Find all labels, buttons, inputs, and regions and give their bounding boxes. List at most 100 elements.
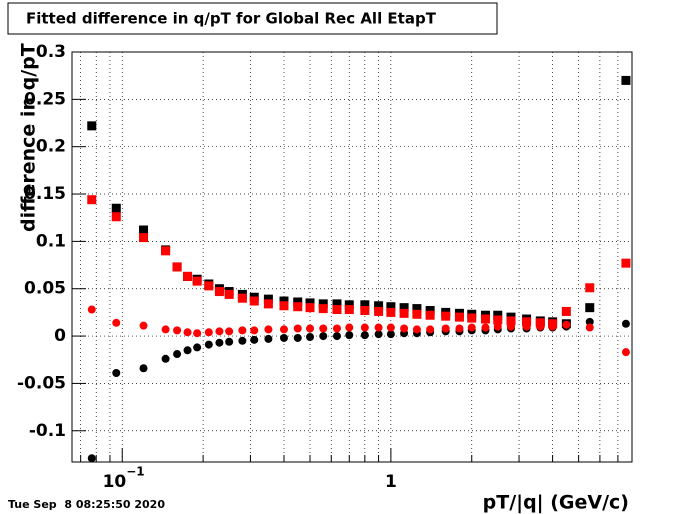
- marker: [493, 322, 502, 331]
- marker: [204, 340, 213, 349]
- marker: [426, 325, 435, 334]
- plot-frame: [71, 51, 633, 463]
- marker: [585, 323, 594, 332]
- marker: [585, 283, 595, 293]
- marker: [183, 328, 192, 337]
- marker: [621, 258, 631, 268]
- marker: [204, 328, 213, 337]
- marker: [293, 297, 303, 307]
- marker: [139, 225, 149, 235]
- marker: [161, 325, 170, 334]
- marker: [215, 338, 224, 347]
- chart-title: Fitted difference in q/pT for Global Rec…: [26, 10, 437, 28]
- y-tick-label: 0.15: [24, 184, 66, 204]
- marker: [264, 325, 273, 334]
- marker: [173, 326, 182, 335]
- x-tick-label: 10: [103, 472, 127, 492]
- marker: [412, 309, 422, 319]
- marker: [305, 298, 315, 308]
- marker: [332, 324, 341, 333]
- y-tick-label: 0.3: [36, 42, 66, 62]
- marker: [161, 246, 171, 256]
- marker: [345, 331, 354, 340]
- marker: [621, 75, 631, 85]
- marker: [318, 299, 328, 309]
- marker: [480, 314, 490, 324]
- marker: [441, 311, 451, 321]
- marker: [87, 195, 97, 205]
- y-tick-label: 0.2: [36, 137, 66, 157]
- marker: [183, 271, 193, 281]
- marker: [493, 310, 503, 320]
- x-axis-label: pT/|q| (GeV/c): [483, 492, 629, 514]
- title-box: [7, 2, 498, 35]
- marker: [522, 322, 531, 331]
- marker: [264, 334, 273, 343]
- marker: [548, 322, 557, 331]
- marker: [87, 454, 96, 463]
- marker: [360, 300, 370, 310]
- y-tick-label: 0.1: [36, 231, 66, 251]
- marker: [360, 323, 369, 332]
- marker: [425, 310, 435, 320]
- marker: [344, 300, 354, 310]
- marker: [319, 324, 328, 333]
- marker: [332, 305, 342, 315]
- date: Tue Sep 8 08:25:50 2020: [8, 498, 165, 511]
- marker: [204, 281, 214, 291]
- marker: [522, 317, 532, 327]
- marker: [139, 233, 149, 243]
- marker: [332, 332, 341, 341]
- marker: [344, 305, 354, 315]
- marker: [87, 305, 96, 314]
- marker: [467, 313, 477, 323]
- marker: [263, 299, 273, 309]
- y-tick-label: -0.05: [17, 373, 66, 393]
- marker: [306, 333, 315, 342]
- marker: [467, 323, 476, 332]
- marker: [345, 323, 354, 332]
- marker: [224, 289, 234, 299]
- marker: [293, 324, 302, 333]
- marker: [506, 322, 515, 331]
- y-tick-label: 0.25: [24, 89, 66, 109]
- y-tick-label: -0.1: [29, 421, 66, 441]
- marker: [112, 318, 121, 327]
- marker: [87, 121, 97, 131]
- marker: [621, 348, 630, 357]
- marker: [374, 330, 383, 339]
- marker: [193, 329, 202, 338]
- marker: [238, 336, 247, 345]
- marker: [173, 350, 182, 359]
- marker: [237, 293, 247, 303]
- marker: [360, 305, 370, 315]
- marker: [386, 323, 395, 332]
- marker: [386, 330, 395, 339]
- marker: [111, 212, 121, 222]
- marker: [374, 323, 383, 332]
- marker: [386, 302, 396, 312]
- marker: [400, 324, 409, 333]
- marker: [506, 316, 516, 326]
- marker: [318, 304, 328, 314]
- marker: [225, 327, 234, 336]
- marker: [279, 301, 289, 311]
- marker: [111, 203, 121, 213]
- marker: [585, 317, 594, 326]
- marker: [250, 326, 259, 335]
- marker: [250, 335, 259, 344]
- marker: [585, 303, 595, 313]
- marker: [412, 304, 422, 314]
- marker: [306, 324, 315, 333]
- marker: [493, 315, 503, 325]
- marker: [621, 319, 630, 328]
- marker: [319, 332, 328, 341]
- y-tick-label: 0.05: [24, 279, 66, 299]
- marker: [441, 324, 450, 333]
- marker: [399, 303, 409, 313]
- marker: [214, 287, 224, 297]
- marker: [183, 346, 192, 355]
- marker: [360, 331, 369, 340]
- marker: [192, 276, 202, 286]
- y-tick-label: 0: [54, 326, 66, 346]
